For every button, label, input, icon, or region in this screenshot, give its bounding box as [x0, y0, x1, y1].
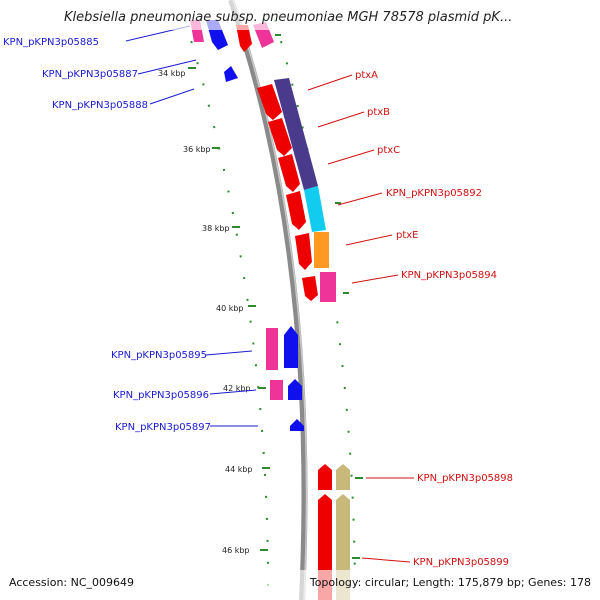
cds-ptxE[interactable]: [295, 233, 312, 270]
map-title: Klebsiella pneumoniae subsp. pneumoniae …: [64, 10, 512, 25]
cog-KPN_pKPN3p05892[interactable]: [304, 186, 326, 232]
cds-ptxC[interactable]: [278, 154, 300, 192]
cds-reverse[interactable]: [284, 326, 298, 368]
gene-label: KPN_pKPN3p05894: [401, 270, 497, 281]
right-leader-lines: [307, 74, 414, 563]
forward-strand-features: [236, 22, 350, 600]
cog-KPN_pKPN3p05894[interactable]: [320, 272, 336, 302]
footer-backdrop: [0, 570, 600, 600]
gene-label: KPN_pKPN3p05897: [115, 422, 211, 433]
tick-label: 42 kbp: [223, 384, 251, 393]
cds-reverse[interactable]: [224, 66, 238, 82]
cds-KPN_pKPN3p05894[interactable]: [302, 276, 318, 301]
gene-label: KPN_pKPN3p05899: [413, 557, 509, 568]
cds-forward[interactable]: [236, 25, 252, 52]
backbone-arc-highlight: [232, 0, 308, 600]
tick-label: 36 kbp: [183, 145, 211, 154]
gene-label: ptxE: [396, 230, 419, 241]
cds-reverse[interactable]: [288, 379, 302, 400]
cog-ptxA-ptxC[interactable]: [274, 78, 318, 190]
tick-label: 38 kbp: [202, 224, 230, 233]
tick-label: 46 kbp: [222, 546, 250, 555]
gene-label: ptxC: [377, 145, 400, 156]
gene-label: KPN_pKPN3p05885: [3, 37, 99, 48]
gene-label: KPN_pKPN3p05887: [42, 69, 138, 80]
cds-ptxB[interactable]: [268, 118, 292, 156]
gene-label: KPN_pKPN3p05892: [386, 188, 482, 199]
cog-reverse[interactable]: [270, 380, 283, 400]
gene-label: ptxB: [367, 107, 390, 118]
tick-label: 34 kbp: [158, 69, 186, 78]
summary-text: Topology: circular; Length: 175,879 bp; …: [309, 576, 591, 589]
cog-ptxE[interactable]: [314, 232, 329, 268]
cds-KPN_pKPN3p05898[interactable]: [318, 464, 332, 490]
tick-label: 44 kbp: [225, 465, 253, 474]
gene-label: KPN_pKPN3p05898: [417, 473, 513, 484]
accession-text: Accession: NC_009649: [9, 576, 134, 589]
gene-label: KPN_pKPN3p05895: [111, 350, 207, 361]
cog-reverse[interactable]: [266, 328, 278, 370]
tick-marks: [188, 34, 363, 559]
cog-KPN_pKPN3p05898[interactable]: [336, 464, 350, 490]
tick-label: 40 kbp: [216, 304, 244, 313]
gene-label: KPN_pKPN3p05888: [52, 100, 148, 111]
title-backdrop: [0, 0, 600, 30]
backbone-arc: [228, 0, 308, 600]
gene-label: ptxA: [355, 70, 378, 81]
cds-ptxA[interactable]: [257, 84, 282, 120]
gene-label: KPN_pKPN3p05896: [113, 390, 209, 401]
cds-reverse[interactable]: [290, 419, 304, 431]
cds-KPN_pKPN3p05892[interactable]: [286, 191, 306, 230]
